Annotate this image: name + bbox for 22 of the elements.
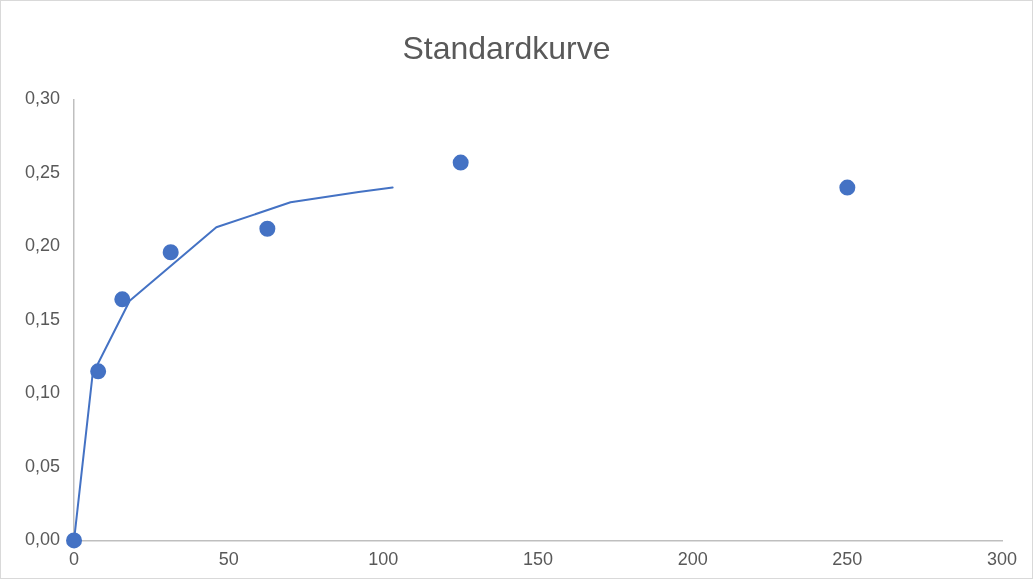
x-tick-label: 250 bbox=[832, 549, 863, 570]
y-tick-label: 0,00 bbox=[24, 529, 61, 550]
x-tick-label: 0 bbox=[69, 549, 80, 570]
point bbox=[90, 363, 107, 380]
point bbox=[162, 244, 179, 261]
y-tick-label: 0,20 bbox=[24, 235, 61, 256]
point bbox=[452, 154, 469, 171]
y-tick-label: 0,10 bbox=[24, 382, 61, 403]
y-tick-label: 0,15 bbox=[24, 308, 61, 329]
y-tick-label: 0,30 bbox=[24, 88, 61, 109]
chart-title: Standardkurve bbox=[402, 30, 611, 67]
point bbox=[66, 532, 83, 549]
x-tick-label: 150 bbox=[522, 549, 554, 570]
point bbox=[259, 220, 276, 237]
x-tick-label: 300 bbox=[986, 549, 1018, 570]
x-tick-label: 50 bbox=[218, 549, 239, 570]
x-tick-label: 200 bbox=[677, 549, 708, 570]
point bbox=[839, 179, 856, 196]
y-tick-label: 0,25 bbox=[24, 161, 61, 182]
x-tick-label: 100 bbox=[368, 549, 399, 570]
y-tick-label: 0,05 bbox=[24, 455, 61, 476]
point bbox=[114, 291, 131, 308]
